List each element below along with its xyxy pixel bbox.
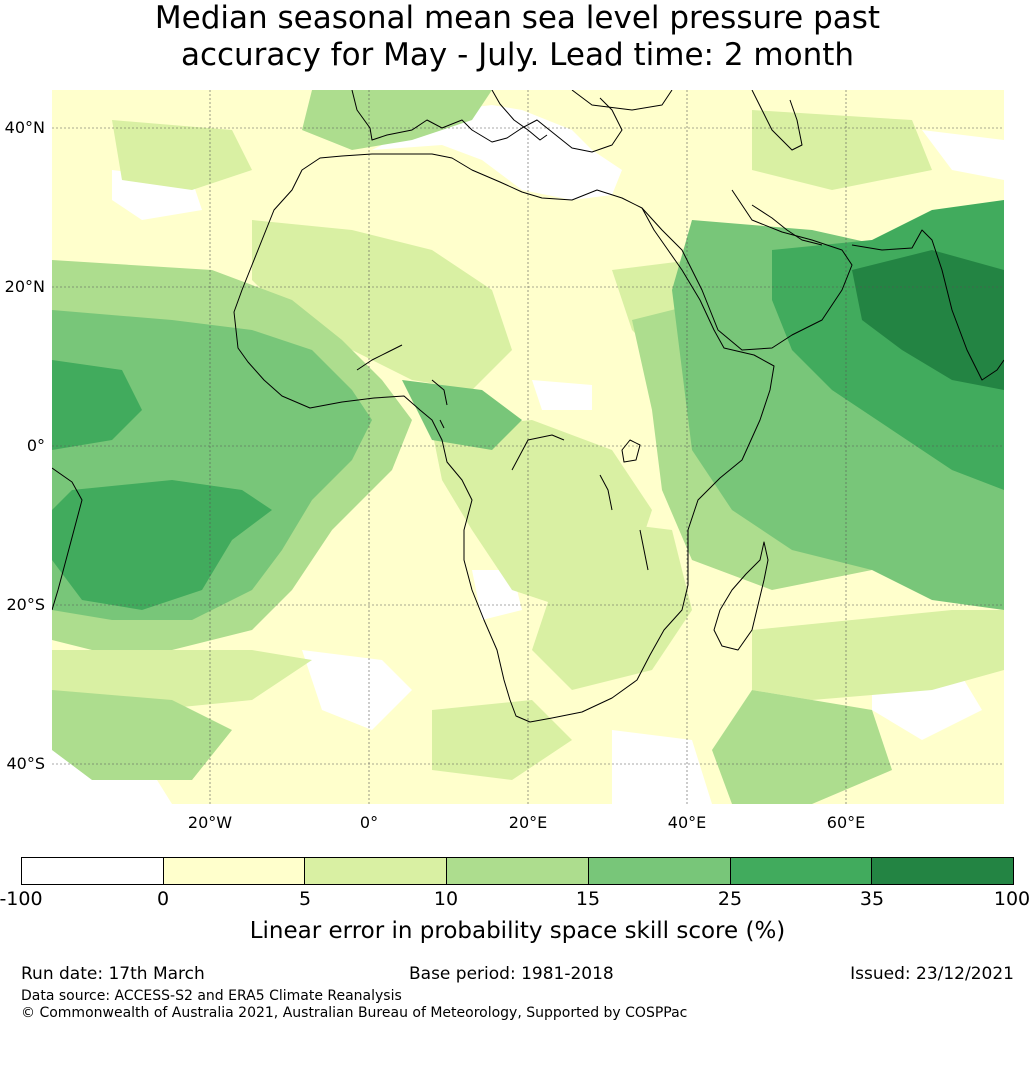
colorbar-tick: 5 (298, 888, 312, 910)
map-svg (52, 90, 1004, 804)
chart-title: Median seasonal mean sea level pressure … (0, 0, 1035, 74)
title-line-2: accuracy for May - July. Lead time: 2 mo… (180, 37, 855, 73)
copyright: © Commonwealth of Australia 2021, Austra… (21, 1005, 688, 1021)
title-line-1: Median seasonal mean sea level pressure … (154, 0, 881, 36)
colorbar-segment (588, 858, 731, 884)
colorbar-tick: 25 (717, 888, 743, 910)
colorbar-tick: 10 (433, 888, 459, 910)
colorbar-tick: -100 (0, 888, 43, 910)
lat-label-0: 0° (26, 436, 45, 455)
lon-label-20e: 20°E (508, 813, 548, 832)
skill-35-100 (852, 250, 1004, 390)
colorbar-tick: 15 (575, 888, 601, 910)
data-source: Data source: ACCESS-S2 and ERA5 Climate … (21, 988, 402, 1004)
colorbar-segment (22, 858, 164, 884)
colorbar-segment (163, 858, 306, 884)
run-date: Run date: 17th March (21, 964, 205, 984)
lat-label-40n: 40°N (4, 118, 45, 137)
lat-label-20s: 20°S (6, 595, 45, 614)
colorbar-label: Linear error in probability space skill … (249, 918, 786, 944)
colorbar-segment (305, 858, 448, 884)
lon-label-40e: 40°E (667, 813, 707, 832)
lat-label-20n: 20°N (4, 277, 45, 296)
lon-label-20w: 20°W (187, 813, 233, 832)
colorbar-segment (872, 858, 1014, 884)
lon-label-60e: 60°E (826, 813, 866, 832)
white-patches (52, 105, 1004, 804)
lat-label-40s: 40°S (6, 754, 45, 773)
colorbar-segment (730, 858, 873, 884)
colorbar-tick: 35 (859, 888, 885, 910)
gridlines (52, 90, 1004, 804)
base-period: Base period: 1981-2018 (409, 964, 614, 984)
colorbar-segment (447, 858, 589, 884)
lon-label-0: 0° (359, 813, 379, 832)
issued-date: Issued: 23/12/2021 (850, 964, 1014, 984)
colorbar (21, 857, 1014, 885)
colorbar-tick: 100 (993, 888, 1031, 910)
colorbar-tick: 0 (156, 888, 170, 910)
skill-score-map (52, 90, 1004, 804)
coastlines (52, 90, 1004, 723)
